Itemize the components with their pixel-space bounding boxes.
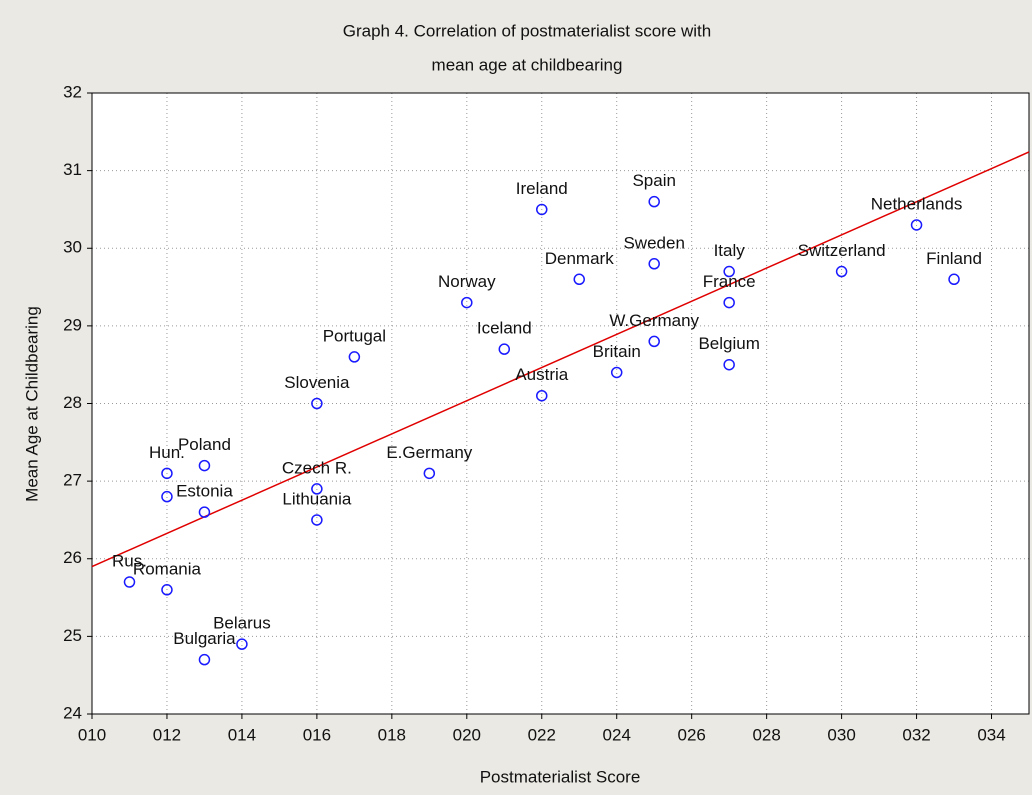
point <box>461 296 473 309</box>
point <box>648 258 660 270</box>
point <box>948 273 960 286</box>
x-tick-label: 022 <box>528 725 556 744</box>
y-tick-label: 31 <box>63 160 82 179</box>
point <box>648 335 660 348</box>
point-label: Slovenia <box>284 373 350 392</box>
point <box>348 351 361 363</box>
point <box>198 459 211 472</box>
chart-title: mean age at childbearing <box>432 55 623 74</box>
point-label: Lithuania <box>282 489 352 508</box>
point <box>723 265 735 278</box>
x-tick-label: 016 <box>303 725 331 744</box>
point-label: Norway <box>438 272 496 291</box>
point-label: Italy <box>714 241 746 260</box>
y-tick-label: 30 <box>63 238 82 257</box>
point-label: Austria <box>515 365 568 384</box>
point-label: Czech R. <box>282 458 352 477</box>
point-label: France <box>703 272 756 291</box>
chart-title: Graph 4. Correlation of postmaterialist … <box>343 21 712 40</box>
x-tick-label: 024 <box>603 725 631 744</box>
point <box>536 389 548 402</box>
y-tick-label: 24 <box>63 703 82 722</box>
y-axis-label: Mean Age at Childbearing <box>22 306 41 502</box>
point <box>498 343 511 355</box>
point-label: Belgium <box>698 334 759 353</box>
x-tick-label: 014 <box>228 725 256 744</box>
x-tick-label: 010 <box>78 725 106 744</box>
x-tick-label: 012 <box>153 725 181 744</box>
point-label: Denmark <box>545 249 614 268</box>
point <box>610 366 623 379</box>
point <box>910 219 923 231</box>
y-tick-label: 27 <box>63 471 82 490</box>
x-tick-label: 020 <box>453 725 481 744</box>
fit-line <box>91 151 1030 568</box>
point-label: Netherlands <box>871 194 963 213</box>
x-axis-label: Postmaterialist Score <box>480 767 641 786</box>
point <box>723 296 735 309</box>
point-label: Rus. <box>112 552 147 571</box>
point-label: Belarus <box>213 614 271 633</box>
point-label: Ireland <box>516 179 568 198</box>
point-label: Poland <box>178 435 231 454</box>
plot-border <box>91 92 1030 715</box>
point <box>723 358 735 371</box>
point <box>423 467 436 480</box>
point-label: Finland <box>926 249 982 268</box>
point <box>198 653 211 666</box>
y-tick-label: 29 <box>63 315 82 334</box>
x-tick-label: 028 <box>752 725 780 744</box>
x-tick-label: 032 <box>902 725 930 744</box>
point <box>648 195 660 208</box>
point <box>311 514 323 526</box>
point-label: W.Germany <box>609 311 699 330</box>
y-tick-label: 25 <box>63 626 82 645</box>
point <box>161 490 173 503</box>
point <box>536 203 548 216</box>
x-tick-label: 030 <box>827 725 855 744</box>
point-label: Portugal <box>323 326 386 345</box>
point-label: Britain <box>593 342 641 361</box>
x-tick-label: 018 <box>378 725 406 744</box>
point <box>236 638 248 650</box>
point <box>123 576 136 588</box>
point-label: Romania <box>133 559 202 578</box>
point-label: Estonia <box>176 482 233 501</box>
point <box>311 397 323 410</box>
point-label: Switzerland <box>798 241 886 260</box>
x-tick-label: 026 <box>677 725 705 744</box>
y-tick-label: 28 <box>63 393 82 412</box>
point-label: E.Germany <box>386 443 472 462</box>
point-label: Spain <box>632 171 675 190</box>
point-label: Sweden <box>623 233 684 252</box>
point <box>311 483 323 495</box>
point-label: Iceland <box>477 319 532 338</box>
point <box>573 273 585 286</box>
point <box>161 467 173 480</box>
point <box>198 506 211 518</box>
point <box>161 584 173 596</box>
point <box>835 265 848 278</box>
point-label: Bulgaria <box>173 629 236 648</box>
x-tick-label: 034 <box>977 725 1005 744</box>
point-label: Hun. <box>149 443 185 462</box>
y-tick-label: 32 <box>63 82 82 101</box>
y-tick-label: 26 <box>63 548 82 567</box>
